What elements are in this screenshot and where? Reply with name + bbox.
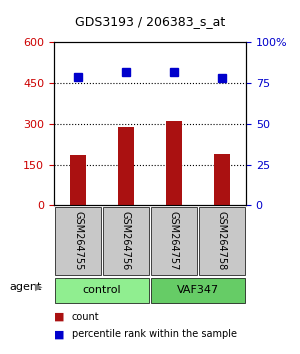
Bar xyxy=(166,121,182,205)
FancyBboxPatch shape xyxy=(151,207,197,275)
Text: percentile rank within the sample: percentile rank within the sample xyxy=(72,329,237,339)
FancyBboxPatch shape xyxy=(199,207,245,275)
Text: GSM264755: GSM264755 xyxy=(73,211,83,270)
Bar xyxy=(70,155,86,205)
FancyBboxPatch shape xyxy=(55,278,149,303)
Text: GDS3193 / 206383_s_at: GDS3193 / 206383_s_at xyxy=(75,15,225,28)
Text: ▶: ▶ xyxy=(35,282,43,292)
FancyBboxPatch shape xyxy=(103,207,149,275)
Text: ■: ■ xyxy=(54,329,64,339)
Text: count: count xyxy=(72,312,100,321)
Text: VAF347: VAF347 xyxy=(177,285,219,295)
Text: agent: agent xyxy=(9,282,41,292)
FancyBboxPatch shape xyxy=(55,207,101,275)
Bar xyxy=(118,127,134,205)
Text: GSM264758: GSM264758 xyxy=(217,211,227,270)
Text: GSM264756: GSM264756 xyxy=(121,211,131,270)
Bar xyxy=(214,154,230,205)
Text: GSM264757: GSM264757 xyxy=(169,211,179,270)
FancyBboxPatch shape xyxy=(151,278,245,303)
Text: ■: ■ xyxy=(54,312,64,321)
Text: control: control xyxy=(83,285,121,295)
